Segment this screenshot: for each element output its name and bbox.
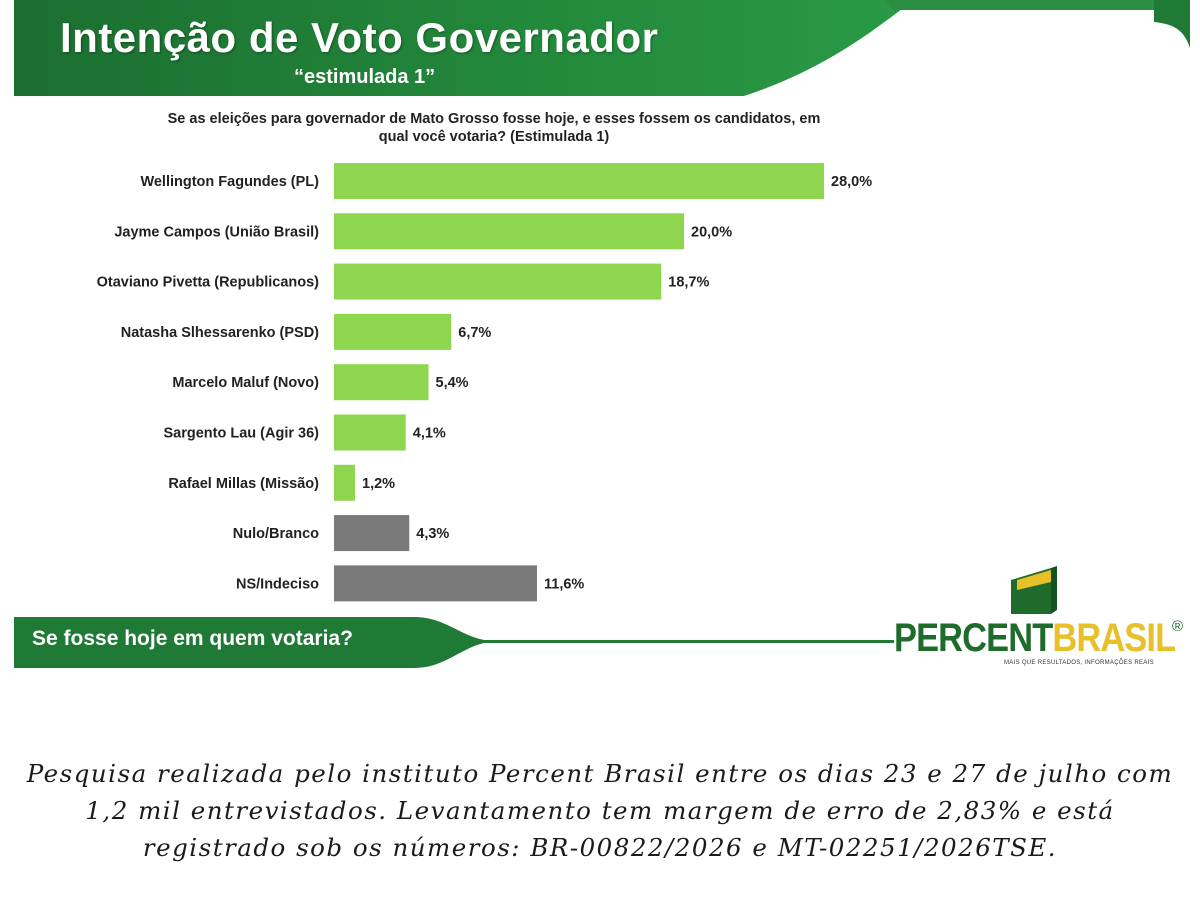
header-background: [14, 0, 1190, 96]
logo-brand: PERCENTBRASIL: [894, 616, 1176, 661]
logo-emblem: [1011, 566, 1057, 614]
bar: [334, 163, 824, 199]
value-label: 11,6%: [544, 576, 584, 592]
bar-chart: Wellington Fagundes (PL) 28,0% Jayme Campo…: [97, 163, 872, 602]
value-label: 5,4%: [436, 375, 469, 391]
category-label: Nulo/Branco: [233, 526, 319, 542]
footer-banner: [14, 613, 1190, 668]
bar: [334, 464, 355, 501]
category-label: Natasha Slhessarenko (PSD): [121, 325, 319, 341]
category-label: Marcelo Maluf (Novo): [172, 375, 319, 391]
value-label: 20,0%: [691, 224, 732, 240]
logo-brand-part1: PERCENT: [894, 616, 1053, 660]
bar: [334, 515, 410, 552]
poll-slide: Intenção de Voto Governador “estimulada …: [14, 0, 1190, 668]
bar: [334, 414, 406, 451]
category-label: Rafael Millas (Missão): [168, 476, 319, 492]
bar: [334, 313, 452, 350]
logo-tagline: MAIS QUE RESULTADOS, INFORMAÇÕES REAIS: [1004, 660, 1154, 666]
bar: [334, 263, 662, 300]
header-banner: Intenção de Voto Governador “estimulada …: [14, 0, 1190, 96]
category-label: NS/Indeciso: [236, 576, 319, 592]
value-label: 6,7%: [458, 325, 491, 341]
value-label: 4,3%: [416, 526, 449, 542]
value-label: 18,7%: [668, 275, 709, 291]
value-label: 4,1%: [413, 426, 446, 442]
bar: [334, 213, 684, 250]
category-label: Wellington Fagundes (PL): [140, 174, 319, 190]
chart-question: Se as eleições para governador de Mato G…: [167, 111, 821, 145]
value-label: 1,2%: [362, 476, 395, 492]
header-title: Intenção de Voto Governador: [60, 14, 659, 61]
footer-text: Se fosse hoje em quem votaria?: [32, 627, 353, 650]
logo-brand-part2: BRASIL: [1052, 616, 1176, 660]
value-label: 28,0%: [831, 174, 872, 190]
category-label: Jayme Campos (União Brasil): [114, 224, 319, 240]
caption-text: Pesquisa realizada pelo instituto Percen…: [26, 759, 1174, 862]
bar: [334, 364, 429, 401]
bar: [334, 565, 537, 602]
header-subtitle: “estimulada 1”: [294, 66, 436, 88]
logo-registered-mark: ®: [1172, 618, 1184, 635]
percent-brasil-logo: PERCENTBRASIL ® MAIS QUE RESULTADOS, INF…: [892, 566, 1190, 668]
footer-background: [14, 617, 894, 668]
category-label: Sargento Lau (Agir 36): [164, 426, 320, 442]
category-label: Otaviano Pivetta (Republicanos): [97, 275, 320, 291]
